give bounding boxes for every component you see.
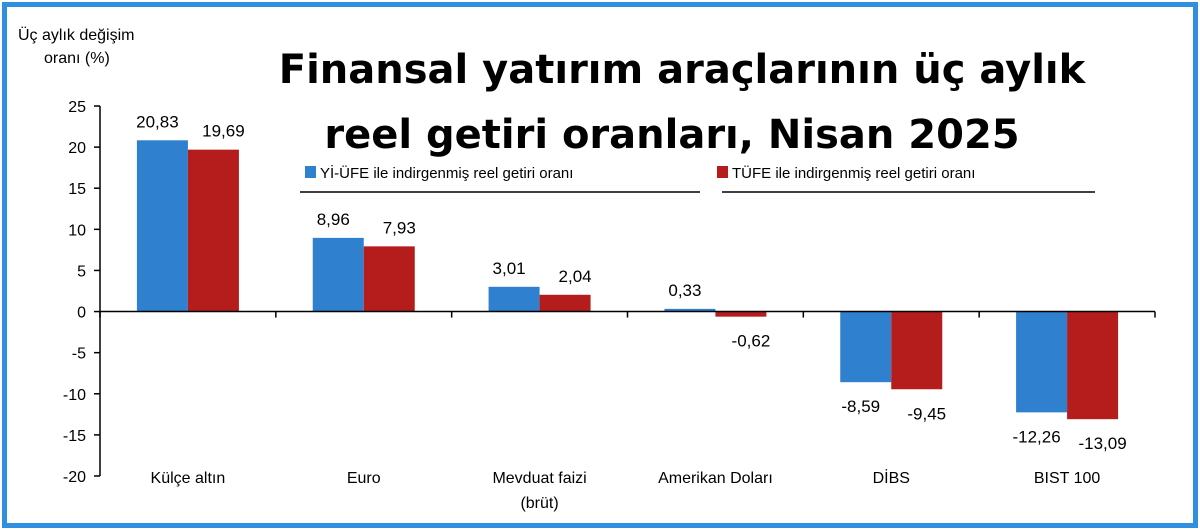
bars <box>136 140 1119 420</box>
category-labels: Külçe altın Euro Mevduat faizi (brüt) Amerik… <box>151 468 1101 512</box>
bar <box>715 311 767 317</box>
bar <box>891 311 943 390</box>
y-axis-label-line-2: oranı (%) <box>44 50 110 67</box>
y-tick-label: 5 <box>77 263 86 280</box>
data-label: -0,62 <box>732 332 771 351</box>
y-tick-label: 25 <box>68 99 86 116</box>
data-labels: 20,83 19,69 8,96 7,93 3,01 2,04 0,33 -0,62 -8,59… <box>136 112 1127 453</box>
bar <box>488 286 540 312</box>
chart-title-line-2: reel getiri oranları, Nisan 2025 <box>324 112 1019 158</box>
bar <box>136 140 188 312</box>
x-tick-label: (brüt) <box>520 495 558 512</box>
y-axis-label: Üç aylık değişim oranı (%) <box>18 26 134 67</box>
data-label: 8,96 <box>317 210 350 229</box>
bar <box>1067 311 1119 420</box>
bar <box>312 237 364 312</box>
bar <box>539 294 591 312</box>
y-tick-label: -5 <box>72 346 86 363</box>
legend-swatch <box>717 166 728 178</box>
legend: Yİ-ÜFE ile indirgenmiş reel getiri oranı… <box>300 164 1095 193</box>
x-tick-label: Amerikan Doları <box>658 470 773 487</box>
data-label: 7,93 <box>383 218 416 237</box>
bar <box>840 311 892 383</box>
data-label: 19,69 <box>202 122 245 141</box>
y-tick-label: 20 <box>68 140 86 157</box>
data-label: 0,33 <box>668 281 701 300</box>
bar <box>1016 311 1068 413</box>
x-tick-label: Külçe altın <box>151 470 226 487</box>
data-label: -9,45 <box>907 404 946 423</box>
data-label: 3,01 <box>493 259 526 278</box>
data-label: -13,09 <box>1078 434 1126 453</box>
data-label: 20,83 <box>136 112 179 131</box>
y-tick-label: -20 <box>63 469 86 486</box>
x-tick-label: BIST 100 <box>1034 470 1101 487</box>
data-label: 2,04 <box>559 267 592 286</box>
bar <box>363 246 415 312</box>
y-tick-label: -15 <box>63 428 86 445</box>
x-tick-label: Mevduat faizi <box>492 470 586 487</box>
axes <box>99 106 1156 476</box>
chart-title: Finansal yatırım araçlarının üç aylık re… <box>279 47 1087 158</box>
legend-entry: Yİ-ÜFE ile indirgenmiş reel getiri oranı <box>320 164 573 182</box>
y-axis-label-line-1: Üç aylık değişim <box>18 26 134 44</box>
data-label: -12,26 <box>1012 427 1060 446</box>
legend-entry: TÜFE ile indirgenmiş reel getiri oranı <box>732 164 975 182</box>
legend-swatch <box>305 166 316 178</box>
y-tick-label: 15 <box>68 181 86 198</box>
bar <box>187 149 239 312</box>
x-tick-label: DİBS <box>873 468 910 487</box>
y-tick-label: -10 <box>63 387 86 404</box>
y-axis-ticks: 25 20 15 10 5 0 -5 -10 -15 -20 <box>63 99 100 486</box>
y-tick-label: 10 <box>68 222 86 239</box>
y-tick-label: 0 <box>77 305 86 322</box>
data-label: -8,59 <box>841 397 880 416</box>
chart-title-line-1: Finansal yatırım araçlarının üç aylık <box>279 47 1087 93</box>
x-tick-label: Euro <box>347 470 381 487</box>
bar <box>664 308 716 312</box>
